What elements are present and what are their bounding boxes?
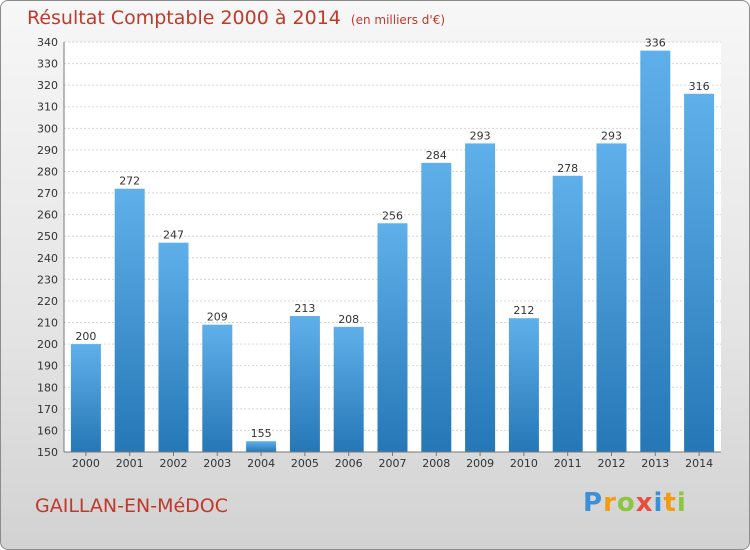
bar-2004 [246,441,277,452]
bars [70,50,715,452]
y-tick-label: 330 [37,58,58,71]
y-tick-label: 270 [37,187,58,200]
y-tick-label: 250 [37,230,58,243]
y-tick-label: 210 [37,317,58,330]
y-tick-labels: 150 160 170 180 190 200 210 220 230 240 250 260 270 2… [37,36,58,459]
logo-letter: o [616,488,636,518]
y-tick-label: 160 [37,424,58,437]
logo-letter: r [603,488,617,518]
bar-2006 [333,326,364,452]
title-row: Résultat Comptable 2000 à 2014 (en millie… [27,7,445,29]
x-tick-label-2012: 2012 [598,457,626,470]
value-label-2011: 278 [557,162,578,175]
chart-subtitle: (en milliers d'€) [350,13,446,27]
bar-2010 [508,318,539,452]
x-tick-label-2008: 2008 [422,457,450,470]
bar-2013 [640,50,671,452]
value-label-2008: 284 [426,149,447,162]
proxiti-logo: Proxiti [583,488,687,518]
x-tick-label-2001: 2001 [116,457,144,470]
value-label-2012: 293 [601,129,622,142]
y-tick-label: 150 [37,446,58,459]
bar-2014 [684,93,715,452]
x-tick-label-2007: 2007 [379,457,407,470]
y-tick-label: 230 [37,273,58,286]
value-label-2014: 316 [689,80,710,93]
x-tick-label-2000: 2000 [72,457,100,470]
y-tick-label: 240 [37,252,58,265]
y-tick-label: 280 [37,165,58,178]
y-tick-label: 170 [37,403,58,416]
bar-2003 [202,324,233,452]
value-label-2001: 272 [119,175,140,188]
bar-2002 [158,242,189,452]
y-tick-label: 190 [37,360,58,373]
value-label-2000: 200 [75,330,96,343]
town-name: GAILLAN-EN-MéDOC [35,495,229,517]
x-tick-label-2005: 2005 [291,457,319,470]
x-tick-label-2013: 2013 [641,457,669,470]
bar-2012 [596,143,627,452]
logo-letter: t [663,488,677,518]
chart-title: Résultat Comptable 2000 à 2014 [27,7,341,29]
value-label-2006: 208 [338,313,359,326]
value-label-2007: 256 [382,209,403,222]
bar-2005 [289,316,320,452]
y-tick-label: 220 [37,295,58,308]
logo-letter: i [653,488,664,518]
value-label-2010: 212 [513,304,534,317]
x-tick-label-2009: 2009 [466,457,494,470]
y-tick-label: 260 [37,209,58,222]
bar-2007 [377,223,408,452]
x-tick-labels: 2000 2001 2002 2003 2004 2005 2006 2007 2008 2009… [72,452,713,470]
y-tick-label: 180 [37,381,58,394]
x-tick-label-2004: 2004 [247,457,275,470]
value-label-2003: 209 [207,311,228,324]
y-tick-label: 310 [37,101,58,114]
logo-letter: P [583,488,604,518]
y-tick-label: 320 [37,79,58,92]
value-labels: 200 272 247 209 155 213 208 256 284 293 212 278 293 3… [75,37,709,441]
value-label-2004: 155 [251,427,272,440]
logo-letter: x [635,488,654,518]
x-tick-label-2010: 2010 [510,457,538,470]
x-tick-label-2006: 2006 [335,457,363,470]
x-tick-label-2011: 2011 [554,457,582,470]
x-tick-label-2003: 2003 [203,457,231,470]
logo-letter: i [676,488,687,518]
bar-2000 [70,344,101,452]
value-label-2009: 293 [470,129,491,142]
x-tick-label-2014: 2014 [685,457,713,470]
bar-2001 [114,188,145,452]
x-tick-label-2002: 2002 [160,457,188,470]
value-label-2013: 336 [645,37,666,50]
bar-2008 [421,162,452,452]
value-label-2005: 213 [294,302,315,315]
y-tick-label: 340 [37,36,58,49]
y-tick-label: 300 [37,122,58,135]
bar-2009 [465,143,496,452]
value-label-2002: 247 [163,229,184,242]
bar-2011 [552,175,583,452]
y-tick-label: 290 [37,144,58,157]
y-tick-label: 200 [37,338,58,351]
